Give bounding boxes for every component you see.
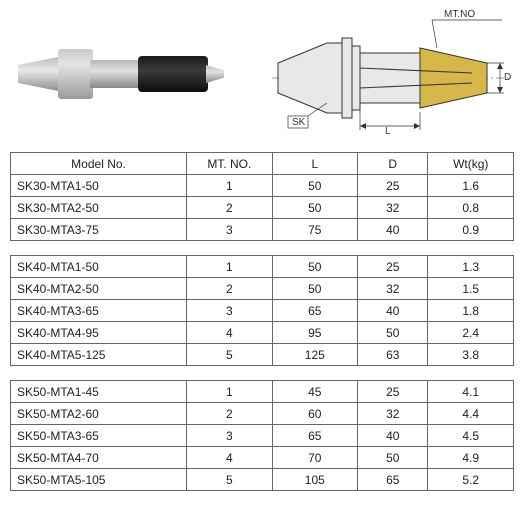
- cell-model: SK50-MTA4-70: [11, 447, 187, 469]
- cell-model: SK50-MTA2-60: [11, 403, 187, 425]
- table-row: SK40-MTA3-65365401.8: [11, 300, 514, 322]
- technical-diagram: MT.NO SK L D: [272, 8, 512, 138]
- table-row: SK30-MTA3-75375400.9: [11, 219, 514, 241]
- cell-model: SK40-MTA2-50: [11, 278, 187, 300]
- cell-wt: 1.6: [428, 175, 514, 197]
- cell-wt: 4.4: [428, 403, 514, 425]
- cell-model: SK50-MTA1-45: [11, 381, 187, 403]
- cell-mt: 3: [187, 300, 273, 322]
- cell-l: 45: [272, 381, 358, 403]
- cell-mt: 3: [187, 425, 273, 447]
- cell-l: 70: [272, 447, 358, 469]
- cell-mt: 2: [187, 197, 273, 219]
- cell-mt: 2: [187, 278, 273, 300]
- table-row: SK50-MTA3-65365404.5: [11, 425, 514, 447]
- cell-mt: 5: [187, 344, 273, 366]
- header-mt: MT. NO.: [187, 153, 273, 175]
- cell-d: 65: [358, 469, 428, 491]
- cell-mt: 1: [187, 256, 273, 278]
- cell-mt: 1: [187, 175, 273, 197]
- cell-model: SK30-MTA2-50: [11, 197, 187, 219]
- cell-l: 50: [272, 256, 358, 278]
- table-row: SK40-MTA1-50150251.3: [11, 256, 514, 278]
- cell-model: SK50-MTA3-65: [11, 425, 187, 447]
- cell-l: 95: [272, 322, 358, 344]
- cell-d: 40: [358, 219, 428, 241]
- cell-mt: 3: [187, 219, 273, 241]
- cell-wt: 4.9: [428, 447, 514, 469]
- table-row: SK40-MTA4-95495502.4: [11, 322, 514, 344]
- spec-tables: Model No.MT. NO.LDWt(kg)SK30-MTA1-501502…: [0, 146, 524, 491]
- label-l: L: [385, 126, 391, 137]
- cell-wt: 1.5: [428, 278, 514, 300]
- cell-l: 65: [272, 300, 358, 322]
- spec-table: Model No.MT. NO.LDWt(kg)SK30-MTA1-501502…: [10, 152, 514, 241]
- cell-wt: 4.5: [428, 425, 514, 447]
- cell-wt: 4.1: [428, 381, 514, 403]
- label-d: D: [504, 72, 511, 83]
- label-mtno: MT.NO: [444, 9, 475, 20]
- cell-d: 32: [358, 278, 428, 300]
- cell-d: 50: [358, 447, 428, 469]
- cell-l: 65: [272, 425, 358, 447]
- cell-wt: 1.8: [428, 300, 514, 322]
- cell-model: SK40-MTA4-95: [11, 322, 187, 344]
- illustration-area: MT.NO SK L D: [0, 0, 524, 146]
- cell-wt: 0.8: [428, 197, 514, 219]
- cell-model: SK40-MTA5-125: [11, 344, 187, 366]
- cell-model: SK40-MTA3-65: [11, 300, 187, 322]
- cell-l: 60: [272, 403, 358, 425]
- table-row: SK50-MTA4-70470504.9: [11, 447, 514, 469]
- cell-l: 105: [272, 469, 358, 491]
- header-d: D: [358, 153, 428, 175]
- cell-l: 125: [272, 344, 358, 366]
- cell-d: 32: [358, 403, 428, 425]
- cell-d: 25: [358, 381, 428, 403]
- header-l: L: [272, 153, 358, 175]
- table-row: SK40-MTA5-1255125633.8: [11, 344, 514, 366]
- cell-l: 50: [272, 197, 358, 219]
- spec-table: SK50-MTA1-45145254.1SK50-MTA2-60260324.4…: [10, 380, 514, 491]
- cell-l: 75: [272, 219, 358, 241]
- table-row: SK40-MTA2-50250321.5: [11, 278, 514, 300]
- cell-d: 40: [358, 300, 428, 322]
- cell-l: 50: [272, 175, 358, 197]
- table-row: SK50-MTA1-45145254.1: [11, 381, 514, 403]
- spec-table: SK40-MTA1-50150251.3SK40-MTA2-50250321.5…: [10, 255, 514, 366]
- cell-wt: 3.8: [428, 344, 514, 366]
- cell-l: 50: [272, 278, 358, 300]
- cell-mt: 4: [187, 447, 273, 469]
- cell-wt: 2.4: [428, 322, 514, 344]
- cell-d: 25: [358, 256, 428, 278]
- table-header-row: Model No.MT. NO.LDWt(kg): [11, 153, 514, 175]
- label-sk: SK: [292, 117, 305, 128]
- table-row: SK50-MTA2-60260324.4: [11, 403, 514, 425]
- cell-model: SK50-MTA5-105: [11, 469, 187, 491]
- header-wt: Wt(kg): [428, 153, 514, 175]
- table-row: SK30-MTA1-50150251.6: [11, 175, 514, 197]
- cell-wt: 0.9: [428, 219, 514, 241]
- cell-mt: 4: [187, 322, 273, 344]
- cell-wt: 1.3: [428, 256, 514, 278]
- cell-mt: 2: [187, 403, 273, 425]
- table-row: SK30-MTA2-50250320.8: [11, 197, 514, 219]
- cell-model: SK30-MTA3-75: [11, 219, 187, 241]
- cell-mt: 1: [187, 381, 273, 403]
- header-model: Model No.: [11, 153, 187, 175]
- cell-model: SK30-MTA1-50: [11, 175, 187, 197]
- cell-wt: 5.2: [428, 469, 514, 491]
- cell-d: 32: [358, 197, 428, 219]
- cell-d: 40: [358, 425, 428, 447]
- cell-d: 50: [358, 322, 428, 344]
- product-photo: [18, 44, 228, 104]
- cell-d: 25: [358, 175, 428, 197]
- cell-mt: 5: [187, 469, 273, 491]
- table-row: SK50-MTA5-1055105655.2: [11, 469, 514, 491]
- cell-d: 63: [358, 344, 428, 366]
- cell-model: SK40-MTA1-50: [11, 256, 187, 278]
